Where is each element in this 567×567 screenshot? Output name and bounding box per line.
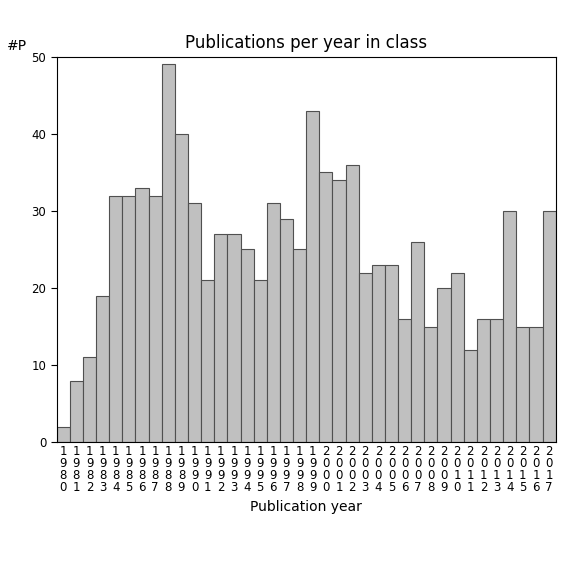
Bar — [438, 288, 451, 442]
Bar — [253, 280, 267, 442]
Bar — [267, 203, 280, 442]
Bar — [70, 380, 83, 442]
Bar — [162, 65, 175, 442]
Bar — [385, 265, 398, 442]
Bar — [345, 164, 359, 442]
Bar — [503, 211, 517, 442]
Bar — [530, 327, 543, 442]
Bar — [227, 234, 240, 442]
Bar — [319, 172, 332, 442]
Bar — [188, 203, 201, 442]
Bar — [424, 327, 438, 442]
Bar — [543, 211, 556, 442]
Bar — [398, 319, 411, 442]
Bar — [57, 427, 70, 442]
X-axis label: Publication year: Publication year — [250, 500, 362, 514]
Bar — [306, 111, 319, 442]
Bar — [372, 265, 385, 442]
Bar — [280, 219, 293, 442]
Bar — [175, 134, 188, 442]
Bar — [490, 319, 503, 442]
Bar — [359, 273, 372, 442]
Bar — [411, 242, 424, 442]
Bar — [201, 280, 214, 442]
Bar — [464, 350, 477, 442]
Bar — [83, 357, 96, 442]
Bar — [451, 273, 464, 442]
Bar — [214, 234, 227, 442]
Bar — [149, 196, 162, 442]
Text: #P: #P — [7, 39, 27, 53]
Title: Publications per year in class: Publications per year in class — [185, 35, 428, 52]
Bar — [96, 296, 109, 442]
Bar — [136, 188, 149, 442]
Bar — [109, 196, 122, 442]
Bar — [293, 249, 306, 442]
Bar — [477, 319, 490, 442]
Bar — [517, 327, 530, 442]
Bar — [122, 196, 136, 442]
Bar — [240, 249, 253, 442]
Bar — [332, 180, 345, 442]
